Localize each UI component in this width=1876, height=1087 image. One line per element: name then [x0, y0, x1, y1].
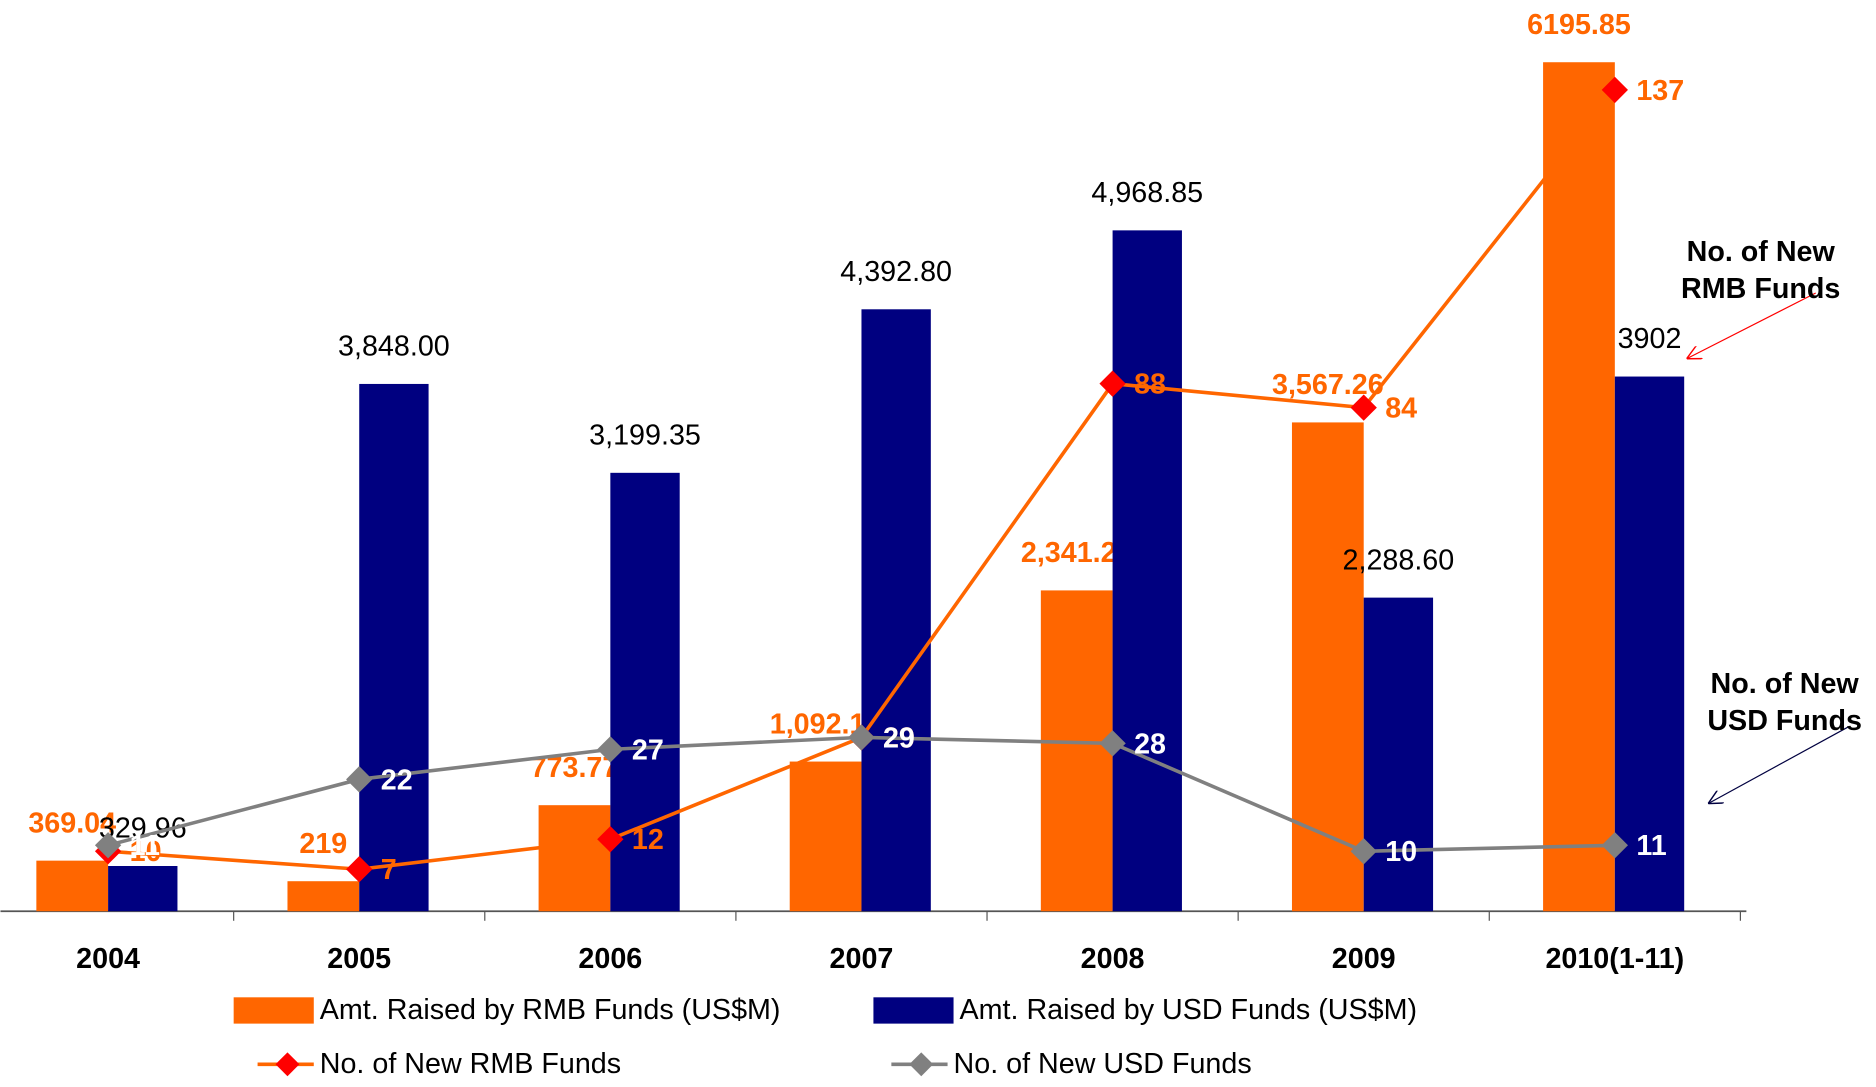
legend-swatch	[873, 997, 953, 1023]
bar	[1543, 62, 1615, 911]
bar-value-label: 3,567.26	[1272, 369, 1384, 401]
line-value-label: 7	[381, 854, 397, 886]
line-value-label: 11	[1636, 830, 1666, 862]
line-value-label: 29	[883, 722, 915, 754]
bar	[539, 805, 611, 911]
x-tick-label: 2006	[578, 943, 642, 975]
line-value-label: 84	[1385, 393, 1417, 425]
bar	[287, 881, 359, 911]
bar-value-label: 2,288.60	[1343, 544, 1455, 576]
bar	[1292, 422, 1364, 911]
bar-value-label: 3902	[1618, 323, 1682, 355]
line-value-label: 11	[130, 830, 160, 862]
line-value-label: 88	[1134, 369, 1166, 401]
x-tick-label: 2007	[830, 943, 894, 975]
legend-swatch	[909, 1052, 933, 1076]
x-tick-label: 2004	[76, 943, 140, 975]
bar-value-label: 6195.85	[1527, 9, 1631, 41]
bar	[36, 861, 108, 912]
x-tick-label: 2005	[327, 943, 391, 975]
bar	[359, 384, 428, 911]
bar-value-label: 4,392.80	[840, 256, 952, 288]
bar-value-label: 3,848.00	[338, 331, 450, 363]
annotation: USD Funds	[1707, 705, 1862, 737]
bar-value-label: 3,199.35	[589, 420, 701, 452]
bar	[1113, 230, 1182, 911]
annotation: RMB Funds	[1681, 273, 1840, 305]
line-value-label: 22	[381, 764, 413, 796]
annotation: No. of New	[1687, 236, 1836, 268]
line-value-label: 28	[1134, 728, 1166, 760]
annotation: No. of New	[1711, 668, 1860, 700]
bar	[861, 309, 930, 911]
x-tick-label: 2009	[1332, 943, 1396, 975]
page: 2004200520062007200820092010(1-11)369.04…	[0, 0, 1876, 1087]
legend-label: Amt. Raised by USD Funds (US$M)	[960, 994, 1418, 1026]
bar	[108, 866, 177, 911]
line-value-label: 12	[632, 824, 664, 856]
line-value-label: 10	[1385, 836, 1417, 868]
legend-label: Amt. Raised by RMB Funds (US$M)	[320, 994, 781, 1026]
line-value-label: 137	[1636, 75, 1684, 107]
annotation-arrow	[1708, 727, 1848, 804]
bar-value-label: 219	[299, 828, 347, 860]
chart: 2004200520062007200820092010(1-11)369.04…	[0, 0, 1876, 1087]
x-tick-label: 2008	[1081, 943, 1145, 975]
x-tick-label: 2010(1-11)	[1545, 943, 1684, 975]
legend-label: No. of New RMB Funds	[320, 1048, 621, 1080]
legend-label: No. of New USD Funds	[954, 1048, 1252, 1080]
bar	[1041, 590, 1113, 911]
bar-value-label: 4,968.85	[1091, 177, 1203, 209]
legend-swatch	[276, 1052, 300, 1076]
bar	[790, 762, 862, 912]
line-value-label: 27	[632, 734, 664, 766]
legend-swatch	[234, 997, 314, 1023]
